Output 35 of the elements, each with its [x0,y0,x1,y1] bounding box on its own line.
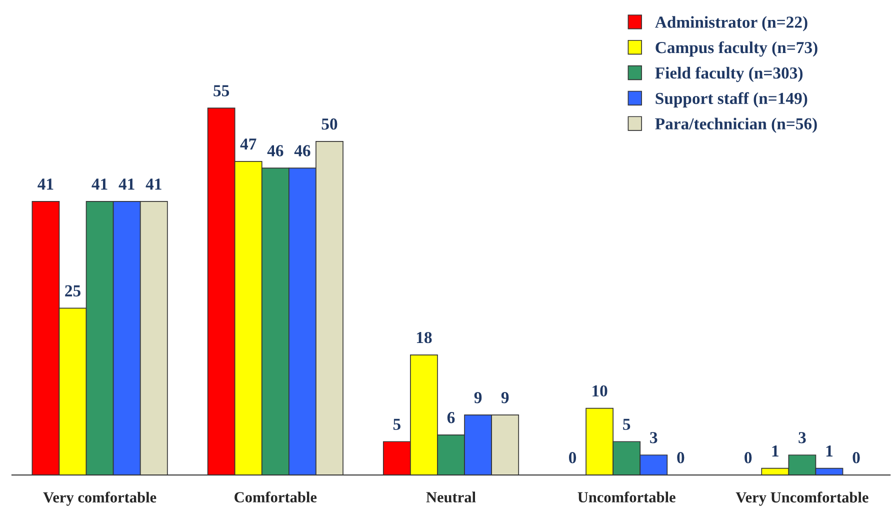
data-label: 46 [294,145,310,156]
data-label: 1 [772,445,778,456]
data-label: 1 [826,445,833,456]
data-label: 5 [623,418,630,430]
data-label: 0 [744,452,752,464]
data-label: 5 [393,418,400,430]
data-label: 9 [501,392,509,404]
data-label: 46 [267,145,284,156]
legend-label: Support staff (n=149) [656,92,808,108]
legend-label: Para/technician (n=56) [655,118,817,133]
x-tick-label: Uncomfortable [578,492,676,502]
data-label: 25 [65,285,80,296]
data-label: 41 [146,178,162,190]
legend-label: Campus faculty (n=73) [656,41,818,57]
data-label: 41 [118,178,134,190]
data-label: 0 [677,452,684,464]
data-label: 6 [447,412,455,424]
legend-label: Administrator (n=22) [655,16,808,32]
data-label: 10 [592,385,608,397]
data-label: 50 [322,118,338,130]
x-tick-label: Neutral [426,492,476,502]
legend-label: Field faculty (n=303) [655,66,803,82]
data-label: 55 [214,85,230,96]
x-tick-label: Comfortable [234,492,317,502]
x-tick-label: Very Uncomfortable [736,492,868,506]
data-label: 41 [38,178,54,190]
data-label: 3 [650,432,658,444]
data-label: 0 [852,452,860,464]
data-label: 0 [568,452,576,464]
data-label: 18 [416,332,432,344]
data-label: 47 [240,138,256,150]
data-label: 3 [798,432,806,444]
data-label: 41 [92,178,108,190]
data-label: 9 [474,392,482,404]
x-tick-label: Very comfortable [43,492,156,506]
